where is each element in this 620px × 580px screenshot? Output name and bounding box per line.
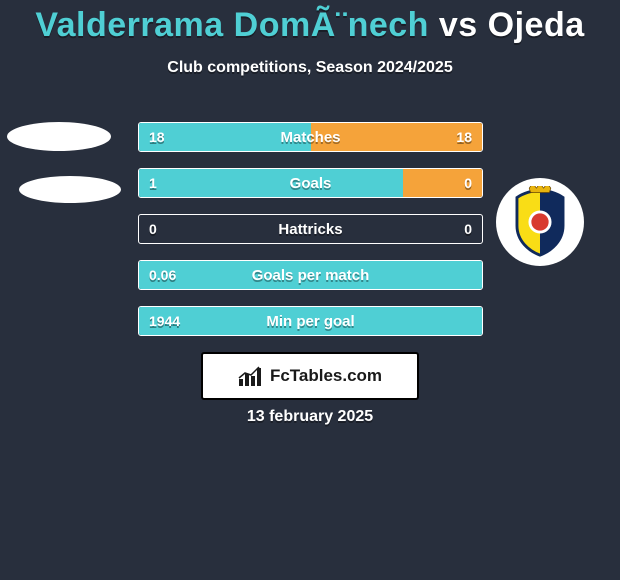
stat-fill-left bbox=[139, 169, 403, 197]
stat-fill-left bbox=[139, 307, 482, 335]
stat-row: Goals10 bbox=[138, 168, 483, 198]
watermark-badge: FcTables.com bbox=[201, 352, 419, 400]
stat-fill-left bbox=[139, 261, 482, 289]
stat-row: Hattricks0 0 bbox=[138, 214, 483, 244]
stat-value-left: 0 bbox=[139, 215, 167, 243]
title-player-left: Valderrama DomÃ¨nech bbox=[35, 6, 429, 44]
stat-fill-left bbox=[139, 123, 311, 151]
stat-row: Min per goal1944 bbox=[138, 306, 483, 336]
villarreal-crest-icon bbox=[504, 186, 576, 258]
page-title: Valderrama DomÃ¨nech vs Ojeda bbox=[0, 0, 620, 45]
footer-date: 13 february 2025 bbox=[0, 408, 620, 426]
stat-value-right: 0 bbox=[454, 215, 482, 243]
bar-chart-icon bbox=[238, 365, 264, 387]
stat-bars: Matches1818 Goals10 Hattricks0 0 Goals per m… bbox=[138, 122, 483, 352]
player-left-avatar-2 bbox=[19, 176, 121, 203]
stat-fill-right bbox=[311, 123, 483, 151]
watermark-text: FcTables.com bbox=[270, 366, 382, 386]
club-crest bbox=[496, 178, 584, 266]
stat-label: Hattricks bbox=[139, 215, 482, 243]
title-player-right: Ojeda bbox=[488, 6, 585, 44]
stat-fill-right bbox=[403, 169, 482, 197]
player-left-avatar-1 bbox=[7, 122, 111, 151]
stat-row: Goals per match0.06 bbox=[138, 260, 483, 290]
title-vs: vs bbox=[429, 6, 488, 44]
page-subtitle: Club competitions, Season 2024/2025 bbox=[0, 59, 620, 77]
stat-row: Matches1818 bbox=[138, 122, 483, 152]
